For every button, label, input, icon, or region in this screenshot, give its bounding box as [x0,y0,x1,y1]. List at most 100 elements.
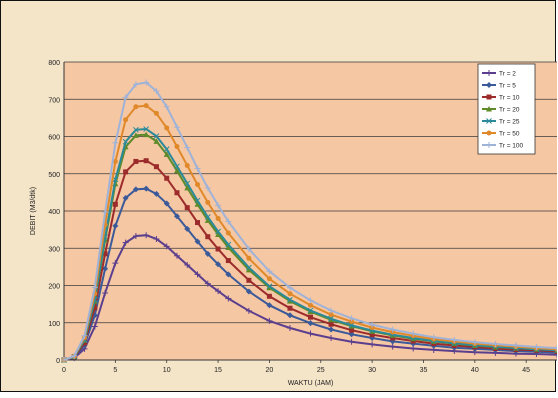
legend-item: Tr = 10 [482,94,520,102]
data-point [246,264,252,271]
data-point [246,255,252,261]
y-tick-label: 800 [48,60,60,67]
data-point [349,327,355,333]
data-point [81,332,88,339]
x-tick-label: 15 [214,367,222,374]
x-tick-label: 30 [368,367,376,374]
y-tick-label: 500 [48,172,60,179]
data-point [266,276,272,282]
data-point [163,243,170,250]
legend-item: Tr = 20 [482,106,520,114]
data-point [486,70,492,76]
data-point [204,217,211,223]
data-point [132,81,139,88]
y-tick-label: 300 [48,246,60,253]
data-point [102,209,109,216]
data-point [215,288,222,295]
data-point [123,169,129,175]
data-point [410,330,417,337]
data-point [389,343,396,350]
data-point [369,321,376,328]
data-point [91,323,98,330]
data-point [132,186,139,193]
data-point [390,335,396,341]
data-point [205,234,211,240]
data-point [102,251,108,257]
data-point [163,200,170,207]
data-point [204,184,211,191]
data-point [266,283,273,290]
data-point [204,214,211,220]
data-point [286,324,293,331]
data-point [173,213,180,220]
data-point [215,231,222,237]
data-point [225,244,232,251]
x-tick-label: 45 [522,367,530,374]
data-point [348,315,355,322]
data-point [369,341,376,348]
legend-item: Tr = 5 [482,82,516,90]
data-point [307,307,314,314]
data-point [225,230,231,236]
data-point [153,164,159,170]
data-point [204,250,211,257]
legend-item: Tr = 2 [482,70,516,78]
data-point [225,218,232,225]
data-point [184,262,191,269]
data-point [225,295,232,302]
data-point [287,296,293,303]
legend-item: Tr = 50 [482,130,520,138]
x-tick-label: 25 [317,367,325,374]
data-point [153,88,160,95]
data-point [205,199,211,205]
data-point [194,238,201,245]
x-tick-label: 0 [62,367,66,374]
legend-label: Tr = 10 [499,95,520,102]
data-point [486,82,492,88]
data-point [102,289,109,296]
x-tick-label: 5 [113,367,117,374]
data-point [163,151,170,157]
x-tick-label: 10 [163,367,171,374]
legend-label: Tr = 25 [499,119,520,126]
data-point [153,235,160,242]
data-point [184,163,190,169]
data-point [286,312,293,319]
data-point [173,124,180,131]
data-point [266,317,273,324]
data-point [102,265,109,272]
data-point [71,352,78,359]
data-point [195,182,201,188]
data-point [184,184,191,191]
data-point [61,357,67,363]
data-point [122,94,129,101]
data-point [143,79,150,86]
data-point [245,245,252,252]
data-point [112,158,118,164]
legend-item: Tr = 25 [482,118,520,126]
data-point [308,302,313,308]
data-point [533,343,540,350]
data-point [486,130,492,136]
data-point [132,132,139,138]
gridlines [63,61,557,363]
data-point [163,146,170,153]
data-point [307,330,314,337]
data-point [195,220,201,226]
data-point [486,94,492,100]
data-point [225,258,231,264]
data-point [82,340,88,346]
data-point [153,190,160,197]
data-point [194,271,201,278]
y-axis-label: DEBIT (M3/dtk) [30,187,37,235]
data-point [389,326,396,333]
data-point [133,104,139,110]
axes [63,62,557,361]
data-point [328,335,335,342]
data-point [184,205,190,211]
data-point [245,288,252,295]
series-lines [61,79,558,363]
data-point [153,138,160,144]
data-point [194,165,201,172]
data-point [215,246,221,252]
